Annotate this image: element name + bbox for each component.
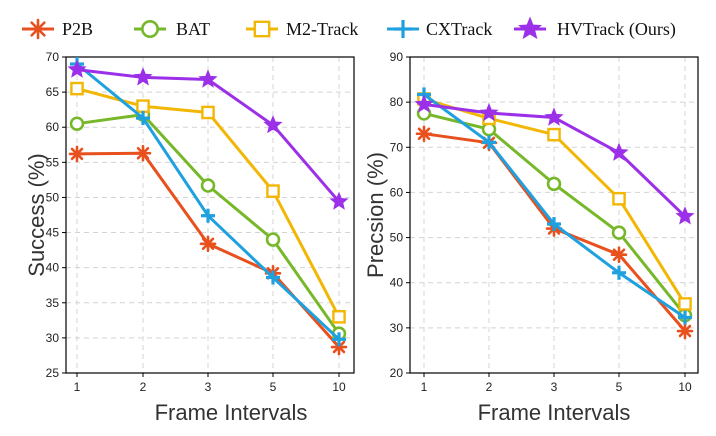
y-ticks: 20 30 40 50 60 70 80 90	[390, 50, 410, 380]
x-tick-label: 5	[270, 380, 277, 394]
x-tick-label: 1	[421, 380, 428, 394]
data-point	[609, 142, 629, 161]
data-point	[200, 178, 216, 193]
series-bat	[69, 107, 347, 341]
legend-item-hvtrack-ours: HVTrack (Ours)	[514, 16, 676, 40]
legend-item-p2b: P2B	[22, 18, 93, 40]
data-point	[136, 99, 150, 113]
data-point	[479, 102, 499, 122]
x-tick-label: 1	[74, 380, 81, 394]
data-point	[265, 232, 281, 247]
y-tick-label: 60	[390, 185, 404, 199]
data-point	[547, 217, 561, 232]
x-tick-label: 10	[332, 380, 346, 394]
legend-label: CXTrack	[426, 19, 492, 39]
y-tick-label: 20	[390, 366, 404, 380]
data-point	[610, 246, 628, 264]
data-point	[263, 115, 283, 134]
x-tick-label: 10	[678, 380, 692, 394]
data-point	[482, 135, 496, 150]
x-tick-label: 2	[486, 380, 493, 394]
series-hvtrack-ours	[67, 59, 349, 210]
y-tick-label: 80	[390, 95, 404, 109]
data-point	[198, 69, 218, 88]
x-tick-label: 2	[140, 380, 147, 394]
legend-item-cxtrack: CXTrack	[387, 19, 492, 39]
x-tick-label: 5	[616, 380, 623, 394]
data-point	[136, 111, 150, 126]
y-tick-label: 40	[46, 261, 60, 275]
grid	[66, 57, 354, 373]
x-tick-label: 3	[205, 380, 212, 394]
data-point	[67, 59, 87, 78]
data-point	[134, 144, 152, 162]
series-hvtrack-ours	[414, 94, 695, 225]
x-tick-label: 3	[551, 380, 558, 394]
y-tick-label: 25	[46, 366, 60, 380]
data-point	[546, 176, 562, 192]
legend: P2B BAT M2-Track CXTrack HVTrack (Ours)	[22, 16, 676, 40]
y-ticks: 25 30 35 40 45 50 55 60 65 70	[46, 50, 66, 380]
y-tick-label: 40	[390, 276, 404, 290]
legend-label: P2B	[62, 19, 93, 39]
y-tick-label: 45	[46, 226, 60, 240]
x-ticks: 1 2 3 5 10	[74, 373, 346, 394]
data-point	[612, 191, 626, 206]
x-axis-title: Frame Intervals	[155, 400, 308, 425]
y-axis-title: Success (%)	[24, 153, 49, 276]
legend-star-marker	[518, 16, 542, 40]
legend-label: BAT	[176, 19, 210, 39]
legend-item-m2-track: M2-Track	[246, 19, 358, 39]
y-tick-label: 55	[46, 155, 60, 169]
data-point	[266, 270, 280, 285]
x-ticks: 1 2 3 5 10	[421, 373, 692, 394]
data-point	[201, 208, 215, 223]
data-point	[414, 94, 434, 113]
y-tick-label: 65	[46, 85, 60, 99]
data-point	[329, 191, 349, 210]
legend-plus-marker	[394, 20, 412, 38]
data-point	[678, 297, 692, 311]
grid	[410, 57, 698, 373]
y-axis-title: Precsion (%)	[363, 152, 388, 278]
data-point	[69, 116, 85, 131]
plot-frame	[65, 56, 355, 374]
y-tick-label: 50	[390, 231, 404, 245]
data-point	[70, 81, 84, 96]
data-point	[415, 125, 433, 143]
data-point	[201, 105, 215, 120]
y-tick-label: 50	[46, 190, 60, 204]
data-point	[332, 310, 346, 324]
precision-chart: 20 30 40 50 60 70 80 90 1 2 3 5 10 Frame Intervals Pre…	[363, 50, 699, 425]
legend-asterisk-marker	[27, 18, 49, 40]
legend-item-bat: BAT	[134, 19, 210, 39]
data-point	[68, 145, 86, 163]
legend-label: M2-Track	[286, 19, 358, 39]
legend-circle-marker	[141, 20, 159, 38]
y-tick-label: 60	[46, 120, 60, 134]
y-tick-label: 70	[390, 140, 404, 154]
legend-square-marker	[253, 20, 271, 38]
x-axis-title: Frame Intervals	[478, 400, 631, 425]
y-tick-label: 90	[390, 50, 404, 64]
y-tick-label: 30	[46, 331, 60, 345]
y-tick-label: 35	[46, 296, 60, 310]
data-point	[547, 127, 561, 142]
y-tick-label: 70	[46, 50, 60, 64]
y-tick-label: 30	[390, 321, 404, 335]
data-point	[611, 225, 627, 240]
data-point	[678, 310, 692, 325]
legend-label: HVTrack (Ours)	[557, 19, 676, 40]
data-point	[612, 265, 626, 280]
data-point	[544, 107, 564, 126]
data-point	[675, 206, 695, 225]
data-point	[266, 184, 280, 198]
data-point	[199, 235, 217, 253]
data-point	[676, 322, 694, 340]
data-point	[332, 332, 346, 347]
data-point	[133, 67, 153, 86]
